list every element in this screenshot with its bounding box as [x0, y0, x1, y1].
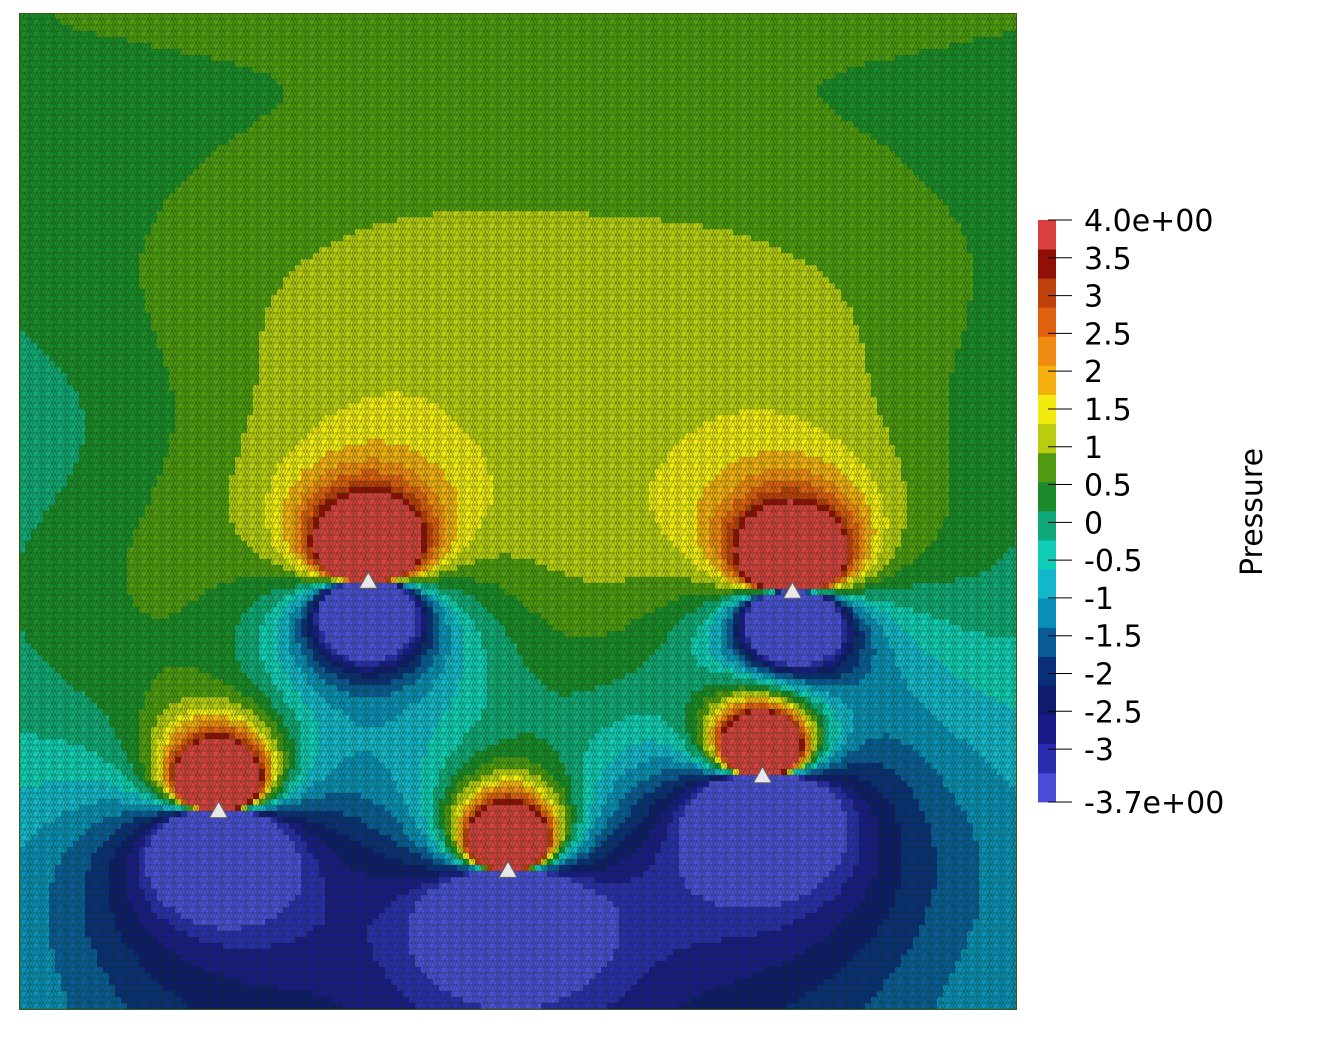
pressure-field-plot	[19, 13, 1017, 1010]
pressure-field-svg	[19, 13, 1017, 1010]
